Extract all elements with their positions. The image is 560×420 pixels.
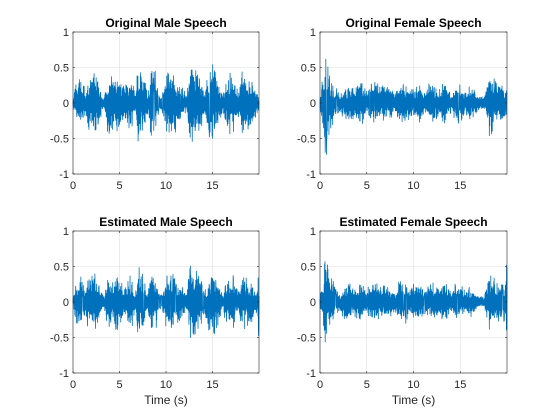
y-tick-label: 1 [63,27,69,39]
x-tick-label: 15 [454,379,466,391]
y-tick-label: -0.5 [297,134,316,146]
y-tick-label: -1 [306,368,316,380]
y-tick-label: 0.5 [301,63,316,75]
y-tick-label: 0.5 [54,63,69,75]
subplot-title: Original Female Speech [345,16,481,30]
subplot-4: 0 5 10 15 1 0.5 0 -0.5 -1 Estimated Female Speech… [297,215,508,407]
x-tick-label: 0 [317,379,323,391]
x-tick-label: 0 [317,180,323,192]
x-tick-label: 0 [70,180,76,192]
x-tick-label: 0 [70,379,76,391]
x-tick-label: 15 [454,180,466,192]
x-tick-label: 15 [206,379,218,391]
waveform-line [72,64,260,142]
y-tick-label: -0.5 [297,333,316,345]
subplot-title: Estimated Female Speech [339,215,487,229]
y-tick-label: -0.5 [50,333,69,345]
x-tick-label: 10 [407,180,419,192]
x-tick-label: 5 [116,180,122,192]
y-tick-label: 0.5 [54,262,69,274]
x-tick-label: 15 [206,180,218,192]
subplot-3: 0 5 10 15 1 0.5 0 -0.5 -1 Estimated Male Speech Ti… [50,215,260,407]
subplot-2: 0 5 10 15 1 0.5 0 -0.5 -1 Original Female Speech [297,16,508,192]
x-tick-label: 10 [160,379,172,391]
x-tick-label: 5 [364,180,370,192]
y-tick-label: 1 [310,27,316,39]
y-tick-label: -1 [59,368,69,380]
x-tick-label: 10 [407,379,419,391]
subplot-title: Original Male Speech [105,16,226,30]
y-tick-label: -1 [59,169,69,181]
subplot-title: Estimated Male Speech [99,215,232,229]
subplot-1: 0 5 10 15 1 0.5 0 -0.5 -1 Original Male Speech [50,16,260,192]
y-tick-label: 0 [63,98,69,110]
y-tick-label: -1 [306,169,316,181]
x-tick-label: 5 [364,379,370,391]
waveform-line [319,261,508,343]
y-tick-label: 1 [310,226,316,238]
x-tick-label: 10 [160,180,172,192]
x-axis-label: Time (s) [144,393,188,407]
y-tick-label: 0 [310,297,316,309]
y-tick-label: 0 [310,98,316,110]
y-tick-label: 1 [63,226,69,238]
y-tick-label: 0 [63,297,69,309]
x-axis-label: Time (s) [392,393,436,407]
y-tick-label: 0.5 [301,262,316,274]
waveform-line [72,265,260,339]
x-tick-label: 5 [116,379,122,391]
waveform-line [319,58,508,155]
y-tick-label: -0.5 [50,134,69,146]
